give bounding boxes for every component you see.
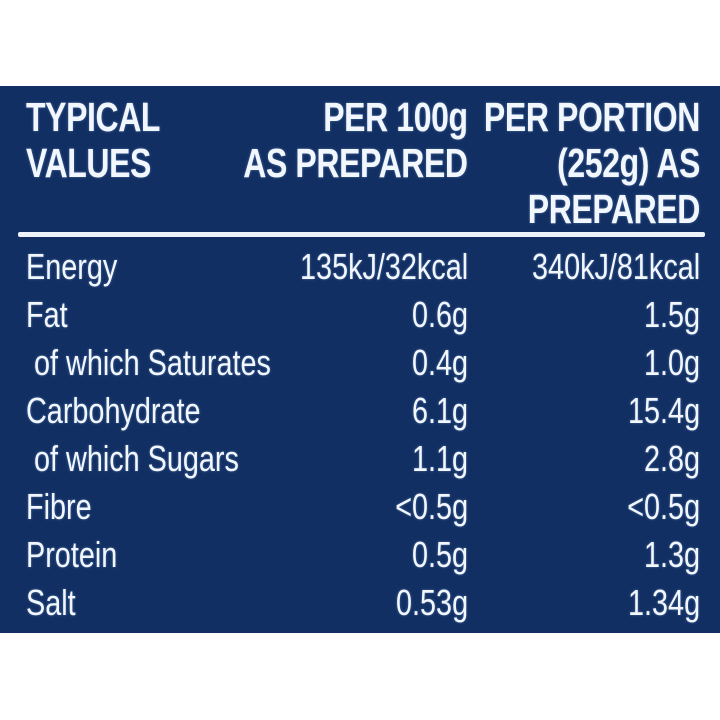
row-per-100g: 0.53g	[395, 582, 468, 623]
row-label: of which Saturates	[34, 342, 271, 383]
row-per-portion: 2.8g	[643, 438, 700, 479]
row-per-portion: 1.5g	[643, 294, 700, 335]
header-per-portion-line3: PREPARED	[527, 186, 701, 232]
header-typical-values: TYPICAL VALUES	[26, 94, 160, 186]
row-per-100g: 1.1g	[411, 438, 468, 479]
header-per-portion: PER PORTION (252g) AS PREPARED	[484, 94, 700, 232]
row-label: Protein	[26, 534, 118, 575]
row-per-100g: 6.1g	[411, 390, 468, 431]
header-per-portion-line2: (252g) AS	[557, 140, 700, 186]
row-per-100g: 0.5g	[411, 534, 468, 575]
row-per-100g: 135kJ/32kcal	[299, 246, 468, 287]
row-label: Fibre	[26, 486, 92, 527]
table-row-salt: Salt 0.53g 1.34g	[26, 579, 700, 627]
row-label: Carbohydrate	[26, 390, 201, 431]
row-per-portion: 15.4g	[627, 390, 700, 431]
table-row-carbohydrate: Carbohydrate 6.1g 15.4g	[26, 387, 700, 435]
table-row-saturates: of which Saturates 0.4g 1.0g	[26, 339, 700, 387]
table-header: TYPICAL VALUES PER 100g AS PREPARED PER …	[26, 94, 700, 234]
header-divider-rule	[18, 232, 705, 237]
row-per-portion: 1.34g	[627, 582, 700, 623]
row-per-100g: 0.6g	[411, 294, 468, 335]
header-typical-values-line2: VALUES	[26, 140, 152, 186]
header-typical-values-line1: TYPICAL	[26, 94, 161, 140]
row-per-portion: 1.0g	[643, 342, 700, 383]
table-body: Energy 135kJ/32kcal 340kJ/81kcal Fat 0.6…	[26, 243, 700, 627]
header-per-100g-line1: PER 100g	[323, 94, 469, 140]
table-row-sugars: of which Sugars 1.1g 2.8g	[26, 435, 700, 483]
row-per-portion: 340kJ/81kcal	[531, 246, 700, 287]
row-label: of which Sugars	[34, 438, 239, 479]
row-label: Salt	[26, 582, 76, 623]
row-per-100g: <0.5g	[395, 486, 468, 527]
table-row-fibre: Fibre <0.5g <0.5g	[26, 483, 700, 531]
header-per-100g: PER 100g AS PREPARED	[243, 94, 469, 186]
row-label: Fat	[26, 294, 68, 335]
row-per-portion: <0.5g	[627, 486, 700, 527]
header-per-portion-line1: PER PORTION	[483, 94, 700, 140]
nutrition-panel: TYPICAL VALUES PER 100g AS PREPARED PER …	[0, 86, 720, 633]
header-per-100g-line2: AS PREPARED	[243, 140, 469, 186]
table-row-protein: Protein 0.5g 1.3g	[26, 531, 700, 579]
table-row-energy: Energy 135kJ/32kcal 340kJ/81kcal	[26, 243, 700, 291]
row-label: Energy	[26, 246, 118, 287]
row-per-100g: 0.4g	[411, 342, 468, 383]
table-row-fat: Fat 0.6g 1.5g	[26, 291, 700, 339]
row-per-portion: 1.3g	[643, 534, 700, 575]
